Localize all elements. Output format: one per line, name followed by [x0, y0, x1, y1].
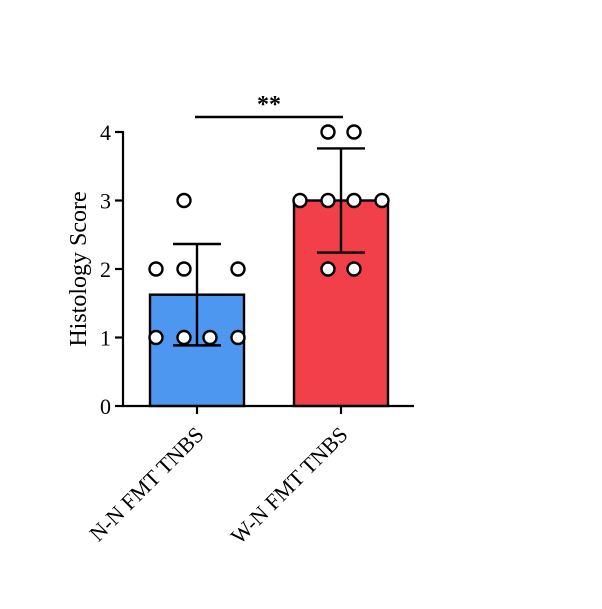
data-point — [176, 192, 192, 209]
x-category-label: W-N FMT TNBS — [226, 422, 353, 549]
y-tick-label: 2 — [100, 257, 111, 282]
y-tick-label: 0 — [100, 394, 111, 419]
x-category-label: N-N FMT TNBS — [84, 422, 208, 546]
significance-label: ** — [257, 92, 281, 118]
y-tick-label: 1 — [100, 326, 111, 351]
data-point — [176, 261, 192, 277]
error-bars — [173, 147, 365, 347]
data-point — [292, 192, 308, 209]
data-point — [374, 192, 390, 209]
data-point — [346, 261, 362, 277]
data-point — [176, 329, 192, 346]
data-points — [148, 124, 390, 346]
data-point — [320, 192, 336, 209]
y-tick-label: 3 — [100, 189, 111, 214]
data-point — [230, 329, 246, 346]
bars — [148, 199, 390, 408]
data-point — [346, 124, 362, 140]
significance-annotation: ** — [195, 92, 343, 119]
data-point — [202, 329, 218, 346]
data-point — [148, 261, 164, 277]
data-point — [230, 261, 246, 277]
data-point — [346, 192, 362, 209]
data-point — [320, 261, 336, 277]
y-tick-label: 4 — [100, 120, 111, 145]
data-point — [148, 329, 164, 346]
data-point — [320, 124, 336, 140]
y-axis-label: Histology Score — [66, 191, 92, 346]
